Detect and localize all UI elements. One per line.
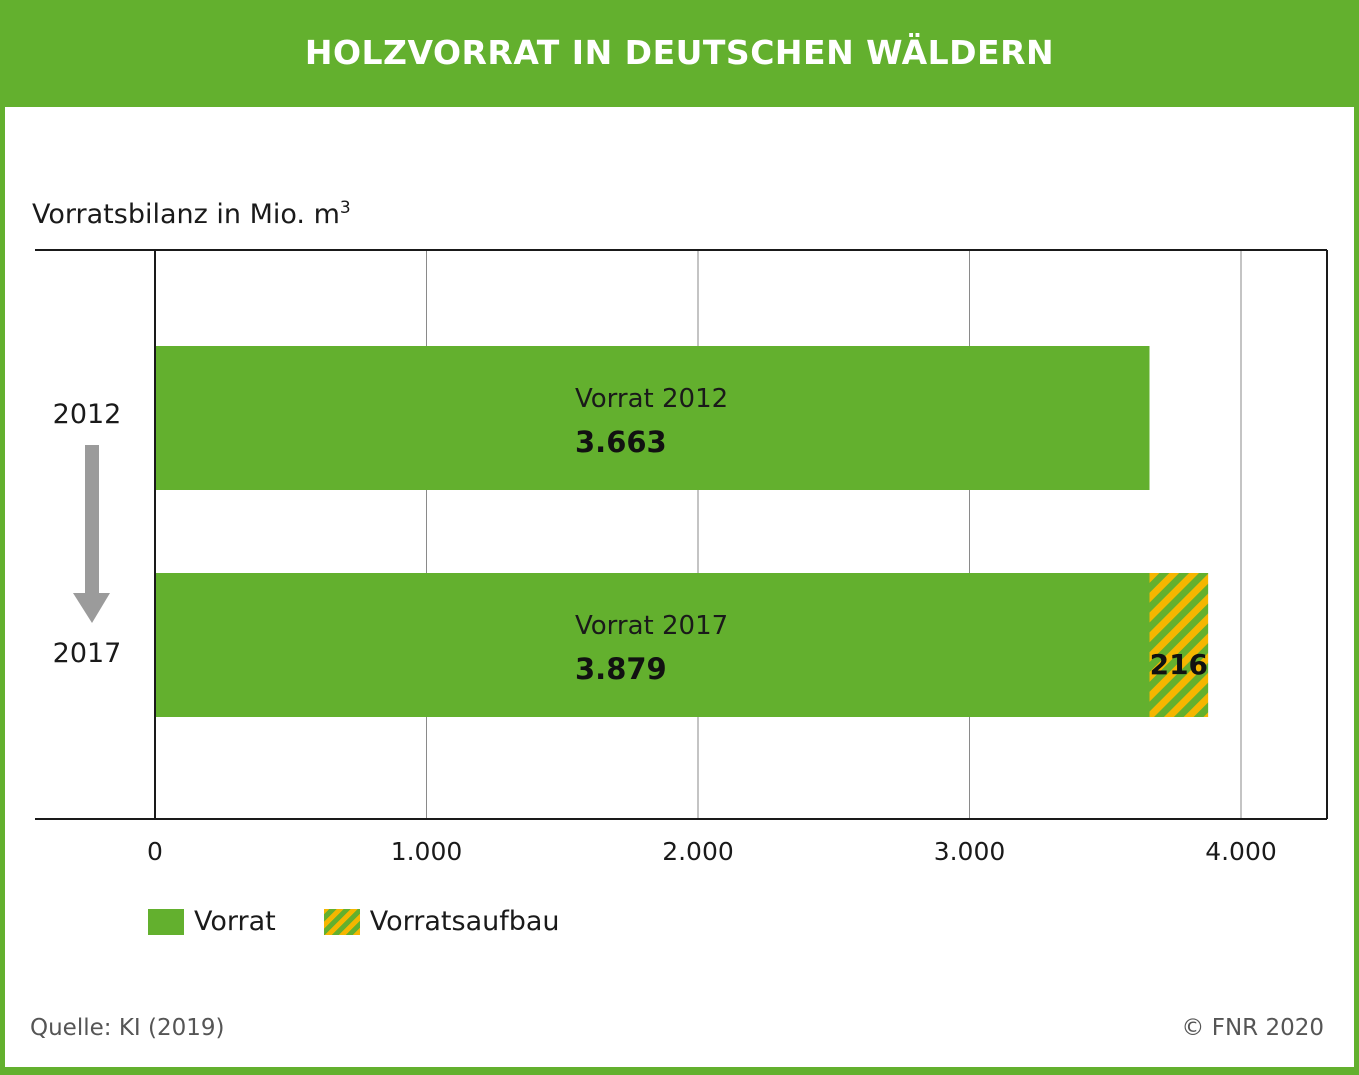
category-label: 2012	[53, 399, 122, 430]
unit-label: Vorratsbilanz in Mio. m3	[32, 198, 351, 230]
arrow-down-icon	[73, 593, 110, 623]
category-label: 2017	[53, 638, 122, 669]
header-banner: HOLZVORRAT IN DEUTSCHEN WÄLDERN	[0, 0, 1359, 107]
bar-value-label: 3.663	[575, 425, 667, 459]
bar-value-label: 3.879	[575, 652, 667, 686]
tick-label: 0	[147, 837, 163, 866]
bar-vorrat-2017	[155, 573, 1150, 717]
unit-label-text: Vorratsbilanz in Mio. m	[32, 199, 340, 230]
tick-label: 3.000	[934, 837, 1006, 866]
axes: 0 1.000 2.000 3.000 4.000	[35, 249, 1328, 866]
gridlines	[426, 250, 1242, 819]
copyright-note: © FNR 2020	[1181, 1015, 1324, 1041]
bar-title-label: Vorrat 2017	[575, 611, 728, 641]
unit-label-superscript: 3	[339, 198, 351, 218]
legend-label-vorrat: Vorrat	[194, 906, 276, 937]
tick-label: 2.000	[662, 837, 734, 866]
legend: Vorrat Vorratsaufbau	[148, 906, 608, 937]
chart-title: HOLZVORRAT IN DEUTSCHEN WÄLDERN	[304, 33, 1055, 72]
tick-label: 1.000	[391, 837, 463, 866]
legend-swatch-hatch	[323, 908, 360, 935]
segment-value-label: 216	[1150, 648, 1208, 681]
source-note: Quelle: KI (2019)	[30, 1015, 225, 1041]
bar-vorrat-2012	[155, 346, 1150, 490]
bar-labels: 2012 Vorrat 2012 3.663 2017 Vorrat 2017 3.879…	[53, 384, 1208, 686]
time-arrow	[73, 445, 110, 623]
bars	[155, 346, 1209, 717]
legend-item-vorratsaufbau: Vorratsaufbau	[323, 906, 560, 937]
bar-vorratsaufbau-2017	[1149, 573, 1209, 717]
bar-title-label: Vorrat 2012	[575, 384, 728, 414]
legend-label-vorratsaufbau: Vorratsaufbau	[369, 906, 560, 937]
legend-swatch-solid	[148, 908, 184, 935]
tick-label: 4.000	[1205, 837, 1277, 866]
legend-item-vorrat: Vorrat	[148, 906, 276, 937]
arrow-shaft	[85, 445, 99, 593]
